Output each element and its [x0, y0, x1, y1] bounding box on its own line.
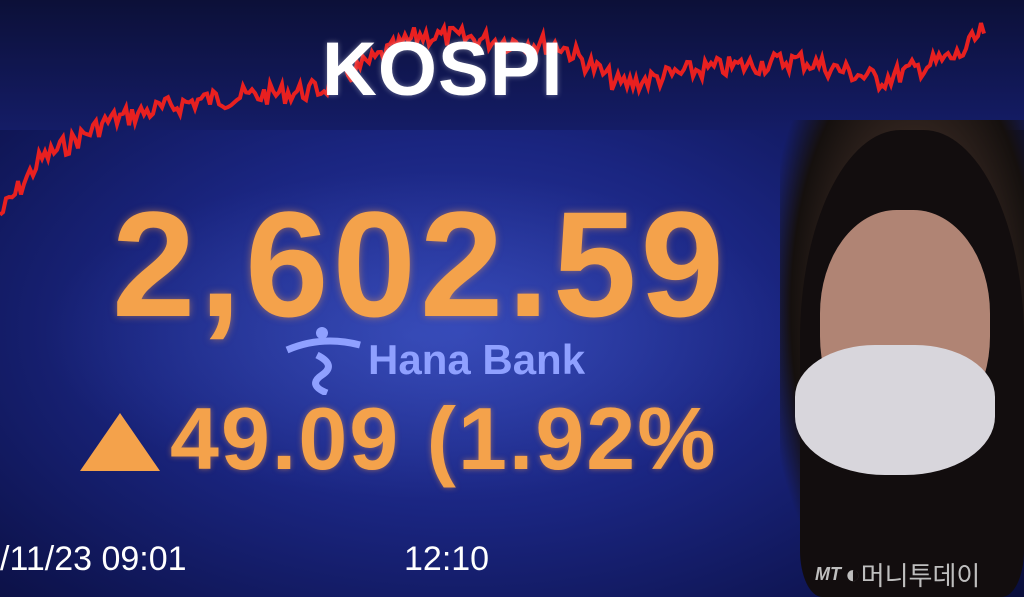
world-map-background	[40, 170, 800, 500]
watermark-logo-icon: ◐	[845, 559, 861, 589]
sponsor-name: Hana Bank	[368, 336, 586, 383]
watermark-name: 머니투데이	[860, 561, 981, 591]
face-mask	[795, 345, 995, 475]
start-datetime: /11/23 09:01	[0, 540, 187, 578]
current-time: 12:10	[404, 540, 490, 578]
index-value: 2,602.59	[112, 180, 728, 348]
board-title: KOSPI	[322, 27, 564, 112]
board-top-band	[0, 0, 1024, 130]
price-line	[0, 21, 986, 217]
up-triangle-icon	[80, 413, 160, 471]
watermark: MT ◐ 머니투데이	[815, 556, 980, 593]
hana-bank-logo: Hana Bank	[282, 325, 585, 395]
index-change: 49.09 (1.92%	[170, 389, 718, 488]
hana-bank-emblem-icon	[285, 327, 361, 395]
kospi-intraday-line	[0, 21, 986, 217]
watermark-prefix: MT	[815, 564, 841, 584]
